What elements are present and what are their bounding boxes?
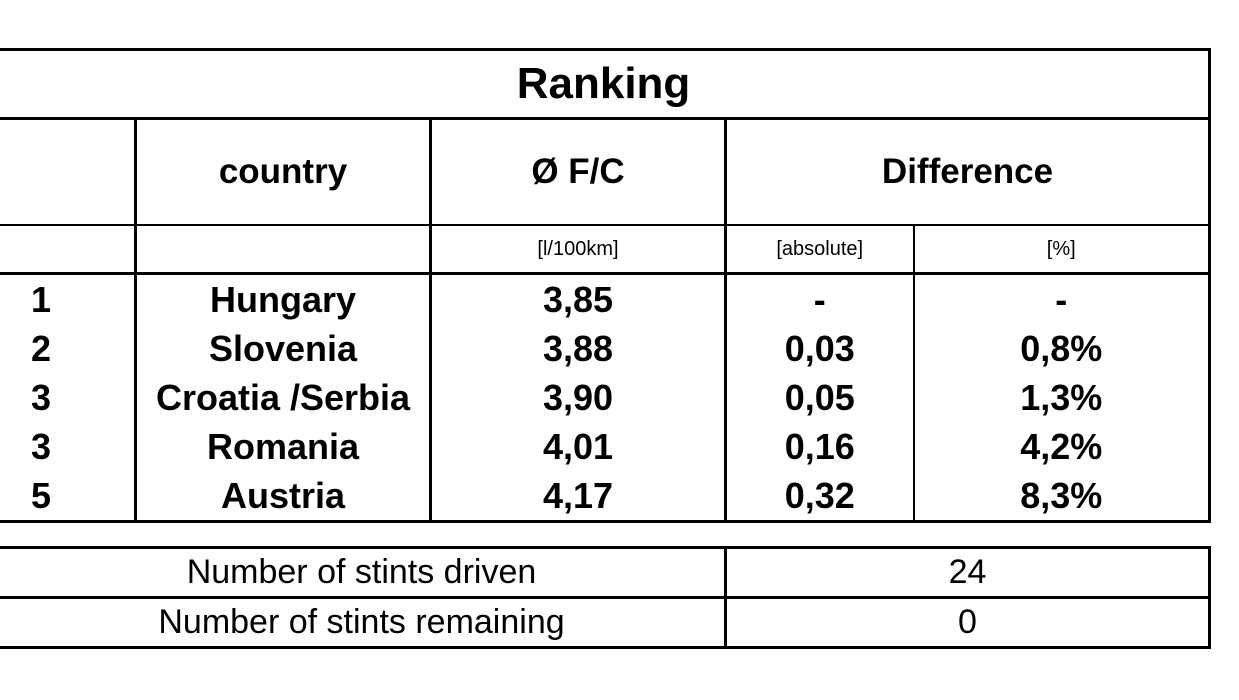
absolute-diff-cell: 0,05 [724, 373, 914, 422]
table-row: 3 Romania 4,01 0,16 4,2% [0, 422, 1210, 471]
rank-cell: 3 [31, 425, 52, 467]
country-cell: Romania [134, 422, 431, 471]
ranking-title: Ranking [0, 49, 1210, 120]
fc-cell: 3,85 [429, 273, 726, 324]
unit-absolute: [absolute] [724, 225, 914, 275]
ranking-title-row: Ranking [0, 49, 1210, 120]
stints-remaining-row: Number of stints remaining 0 [0, 597, 1210, 648]
header-rank-cell [0, 118, 136, 226]
unit-percent: [%] [912, 225, 1210, 275]
fc-cell: 3,90 [429, 373, 726, 422]
table-row: 5 Austria 4,17 0,32 8,3% [0, 471, 1210, 522]
country-cell: Slovenia [134, 324, 431, 373]
unit-rank-cell [0, 225, 136, 275]
ranking-table: Ranking country Ø F/C Difference [l/100k… [0, 48, 1212, 523]
table-row: 3 Croatia /Serbia 3,90 0,05 1,3% [0, 373, 1210, 422]
header-country: country [134, 118, 431, 226]
stints-driven-value: 24 [724, 547, 1210, 599]
unit-country-cell [134, 225, 431, 275]
unit-fc: [l/100km] [429, 225, 726, 275]
fc-cell: 4,01 [429, 422, 726, 471]
country-cell: Austria [134, 471, 431, 522]
header-row: country Ø F/C Difference [0, 118, 1210, 226]
rank-cell: 2 [31, 327, 52, 369]
fc-cell: 4,17 [429, 471, 726, 522]
rank-cell: 5 [31, 474, 52, 516]
percent-diff-cell: 0,8% [912, 324, 1210, 373]
rank-cell: 1 [31, 278, 52, 320]
absolute-diff-cell: 0,16 [724, 422, 914, 471]
rank-cell: 3 [31, 376, 52, 418]
stints-remaining-label: Number of stints remaining [158, 603, 565, 641]
absolute-diff-cell: 0,32 [724, 471, 914, 522]
fc-cell: 3,88 [429, 324, 726, 373]
percent-diff-cell: - [912, 273, 1210, 324]
percent-diff-cell: 8,3% [912, 471, 1210, 522]
stints-table: Number of stints driven 24 Number of sti… [0, 546, 1211, 649]
country-cell: Hungary [134, 273, 431, 324]
absolute-diff-cell: - [724, 273, 914, 324]
ranking-body: 1 Hungary 3,85- -2 Slovenia 3,88 0,03 0,8% 3 Croa… [0, 273, 1210, 522]
header-fc: Ø F/C [429, 118, 726, 226]
stints-remaining-value: 0 [724, 597, 1210, 648]
stints-driven-row: Number of stints driven 24 [0, 547, 1210, 599]
table-row: 2 Slovenia 3,88 0,03 0,8% [0, 324, 1210, 373]
percent-diff-cell: 1,3% [912, 373, 1210, 422]
unit-row: [l/100km] [absolute] [%] [0, 225, 1210, 275]
percent-diff-cell: 4,2% [912, 422, 1210, 471]
header-difference: Difference [723, 118, 1210, 226]
absolute-diff-cell: 0,03 [724, 324, 914, 373]
table-row: 1 Hungary 3,85- - [0, 273, 1210, 324]
stints-driven-label: Number of stints driven [0, 547, 726, 599]
country-cell: Croatia /Serbia [134, 373, 431, 422]
